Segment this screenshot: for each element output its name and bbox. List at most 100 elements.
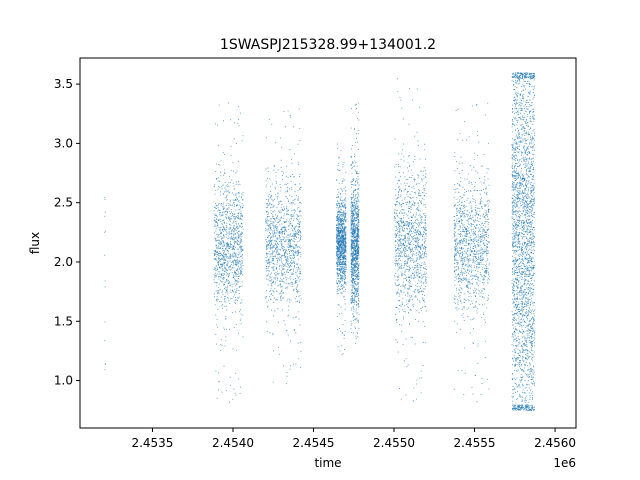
data-point <box>273 263 275 265</box>
data-point <box>353 271 355 273</box>
data-point <box>294 191 296 193</box>
data-point <box>236 243 238 245</box>
data-point <box>219 248 221 250</box>
data-point <box>271 292 272 294</box>
data-point <box>293 227 295 229</box>
data-point <box>299 246 300 248</box>
data-point <box>277 214 279 216</box>
data-point <box>351 243 353 245</box>
data-point <box>266 270 268 272</box>
data-point <box>285 252 287 254</box>
data-point <box>341 253 343 255</box>
data-point <box>215 240 217 242</box>
data-point <box>289 241 291 243</box>
data-point <box>353 209 355 211</box>
data-point <box>218 243 220 244</box>
data-point <box>225 253 227 255</box>
data-point <box>350 196 352 198</box>
data-point <box>280 241 282 242</box>
data-point <box>279 249 281 250</box>
data-point <box>219 212 221 214</box>
data-point <box>266 253 268 255</box>
data-point <box>401 330 403 332</box>
data-point <box>394 274 395 276</box>
data-point <box>424 229 426 231</box>
data-point <box>339 236 341 238</box>
data-point <box>270 206 272 208</box>
data-point <box>226 236 228 238</box>
data-point <box>277 221 279 223</box>
data-point <box>216 247 218 249</box>
data-point <box>225 225 227 227</box>
data-point <box>354 275 356 277</box>
data-point <box>354 246 356 248</box>
data-point <box>290 255 292 256</box>
data-point <box>400 256 401 258</box>
data-point <box>238 119 239 121</box>
data-point <box>268 220 270 222</box>
data-point <box>275 290 277 292</box>
data-point <box>290 258 292 260</box>
data-point <box>235 263 237 265</box>
data-point <box>282 218 284 220</box>
data-point <box>240 313 242 315</box>
data-point <box>283 255 285 257</box>
data-point <box>223 174 224 176</box>
data-point <box>341 262 343 264</box>
data-point <box>358 271 360 273</box>
data-point <box>277 192 279 194</box>
data-point <box>276 238 278 240</box>
data-point <box>293 270 294 272</box>
data-point <box>354 262 356 264</box>
data-point <box>339 240 341 242</box>
data-point <box>353 245 355 246</box>
data-point <box>418 194 419 196</box>
data-point <box>357 241 358 243</box>
data-point <box>353 225 355 227</box>
data-point <box>215 275 217 277</box>
data-point <box>289 115 291 116</box>
data-point <box>284 126 286 128</box>
data-point <box>345 266 347 268</box>
data-point <box>336 265 338 267</box>
data-point <box>291 202 293 204</box>
data-point <box>337 205 339 207</box>
data-point <box>238 281 240 283</box>
data-point <box>419 158 421 160</box>
data-point <box>292 214 294 216</box>
data-point <box>295 244 297 246</box>
data-point <box>338 236 340 238</box>
data-point <box>410 336 412 338</box>
data-point <box>356 224 358 226</box>
data-point <box>351 280 352 282</box>
data-point <box>341 235 343 237</box>
data-point <box>279 201 281 203</box>
data-point <box>357 216 359 218</box>
data-point <box>279 265 281 267</box>
data-point <box>217 235 219 237</box>
data-point <box>215 225 217 227</box>
data-point <box>404 263 406 264</box>
data-point <box>352 264 354 265</box>
data-point <box>267 262 269 264</box>
data-point <box>350 273 352 275</box>
data-point <box>421 222 422 224</box>
data-point <box>281 242 283 244</box>
data-point <box>269 261 271 263</box>
data-point <box>283 221 285 222</box>
data-point <box>280 256 281 258</box>
data-point <box>222 257 224 259</box>
data-point <box>295 281 297 283</box>
data-point <box>358 173 360 175</box>
data-point <box>290 223 292 224</box>
data-point <box>231 255 233 257</box>
data-point <box>357 271 359 273</box>
data-point <box>241 249 243 251</box>
data-point <box>217 124 218 126</box>
data-point <box>407 293 409 295</box>
data-point <box>352 203 354 205</box>
data-point <box>279 239 281 241</box>
data-point <box>337 236 339 238</box>
data-point <box>282 263 284 265</box>
data-point <box>223 252 225 254</box>
